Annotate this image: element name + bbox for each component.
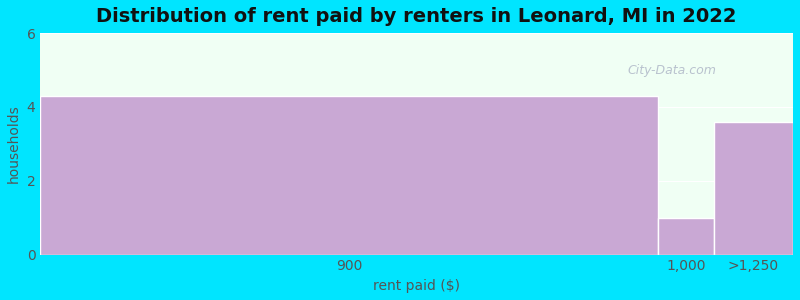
Title: Distribution of rent paid by renters in Leonard, MI in 2022: Distribution of rent paid by renters in … bbox=[96, 7, 737, 26]
Bar bbox=[40, 96, 658, 255]
X-axis label: rent paid ($): rent paid ($) bbox=[373, 279, 460, 293]
Y-axis label: households: households bbox=[7, 104, 21, 183]
Bar bbox=[658, 218, 714, 255]
Text: City-Data.com: City-Data.com bbox=[627, 64, 716, 77]
Bar bbox=[714, 122, 793, 255]
